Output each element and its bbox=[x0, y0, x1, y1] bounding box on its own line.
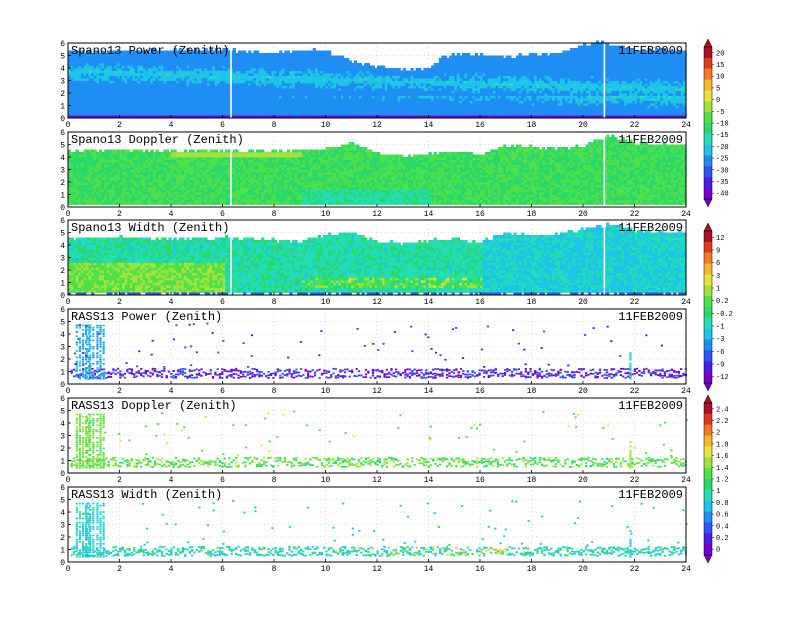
data-cell bbox=[398, 68, 401, 71]
data-cell bbox=[444, 56, 447, 59]
data-cell bbox=[349, 61, 352, 64]
data-cell bbox=[382, 66, 385, 69]
data-cell bbox=[359, 63, 362, 66]
data-cell bbox=[367, 63, 370, 66]
data-cell bbox=[341, 56, 344, 59]
data-cell bbox=[508, 56, 511, 59]
data-cell bbox=[457, 53, 460, 56]
data-cell bbox=[501, 56, 504, 59]
data-cell bbox=[372, 66, 375, 69]
data-cell bbox=[467, 53, 470, 56]
data-cell bbox=[279, 51, 282, 54]
data-cell bbox=[287, 51, 290, 54]
data-cell bbox=[313, 48, 316, 51]
data-cell bbox=[534, 53, 537, 56]
data-cell bbox=[354, 61, 357, 64]
data-cell bbox=[544, 53, 547, 56]
data-cell bbox=[328, 51, 331, 54]
data-cell bbox=[403, 68, 406, 71]
data-cell bbox=[410, 68, 413, 71]
data-cell bbox=[243, 51, 246, 54]
data-cell bbox=[233, 48, 236, 51]
data-cell bbox=[256, 51, 259, 54]
data-cell bbox=[346, 58, 349, 61]
data-cell bbox=[233, 51, 236, 54]
data-cell bbox=[418, 68, 421, 71]
data-cell bbox=[475, 53, 478, 56]
data-cell bbox=[452, 53, 455, 56]
data-cell bbox=[519, 53, 522, 56]
data-cell bbox=[480, 53, 483, 56]
data-cell bbox=[328, 53, 331, 56]
data-cell bbox=[248, 51, 251, 54]
